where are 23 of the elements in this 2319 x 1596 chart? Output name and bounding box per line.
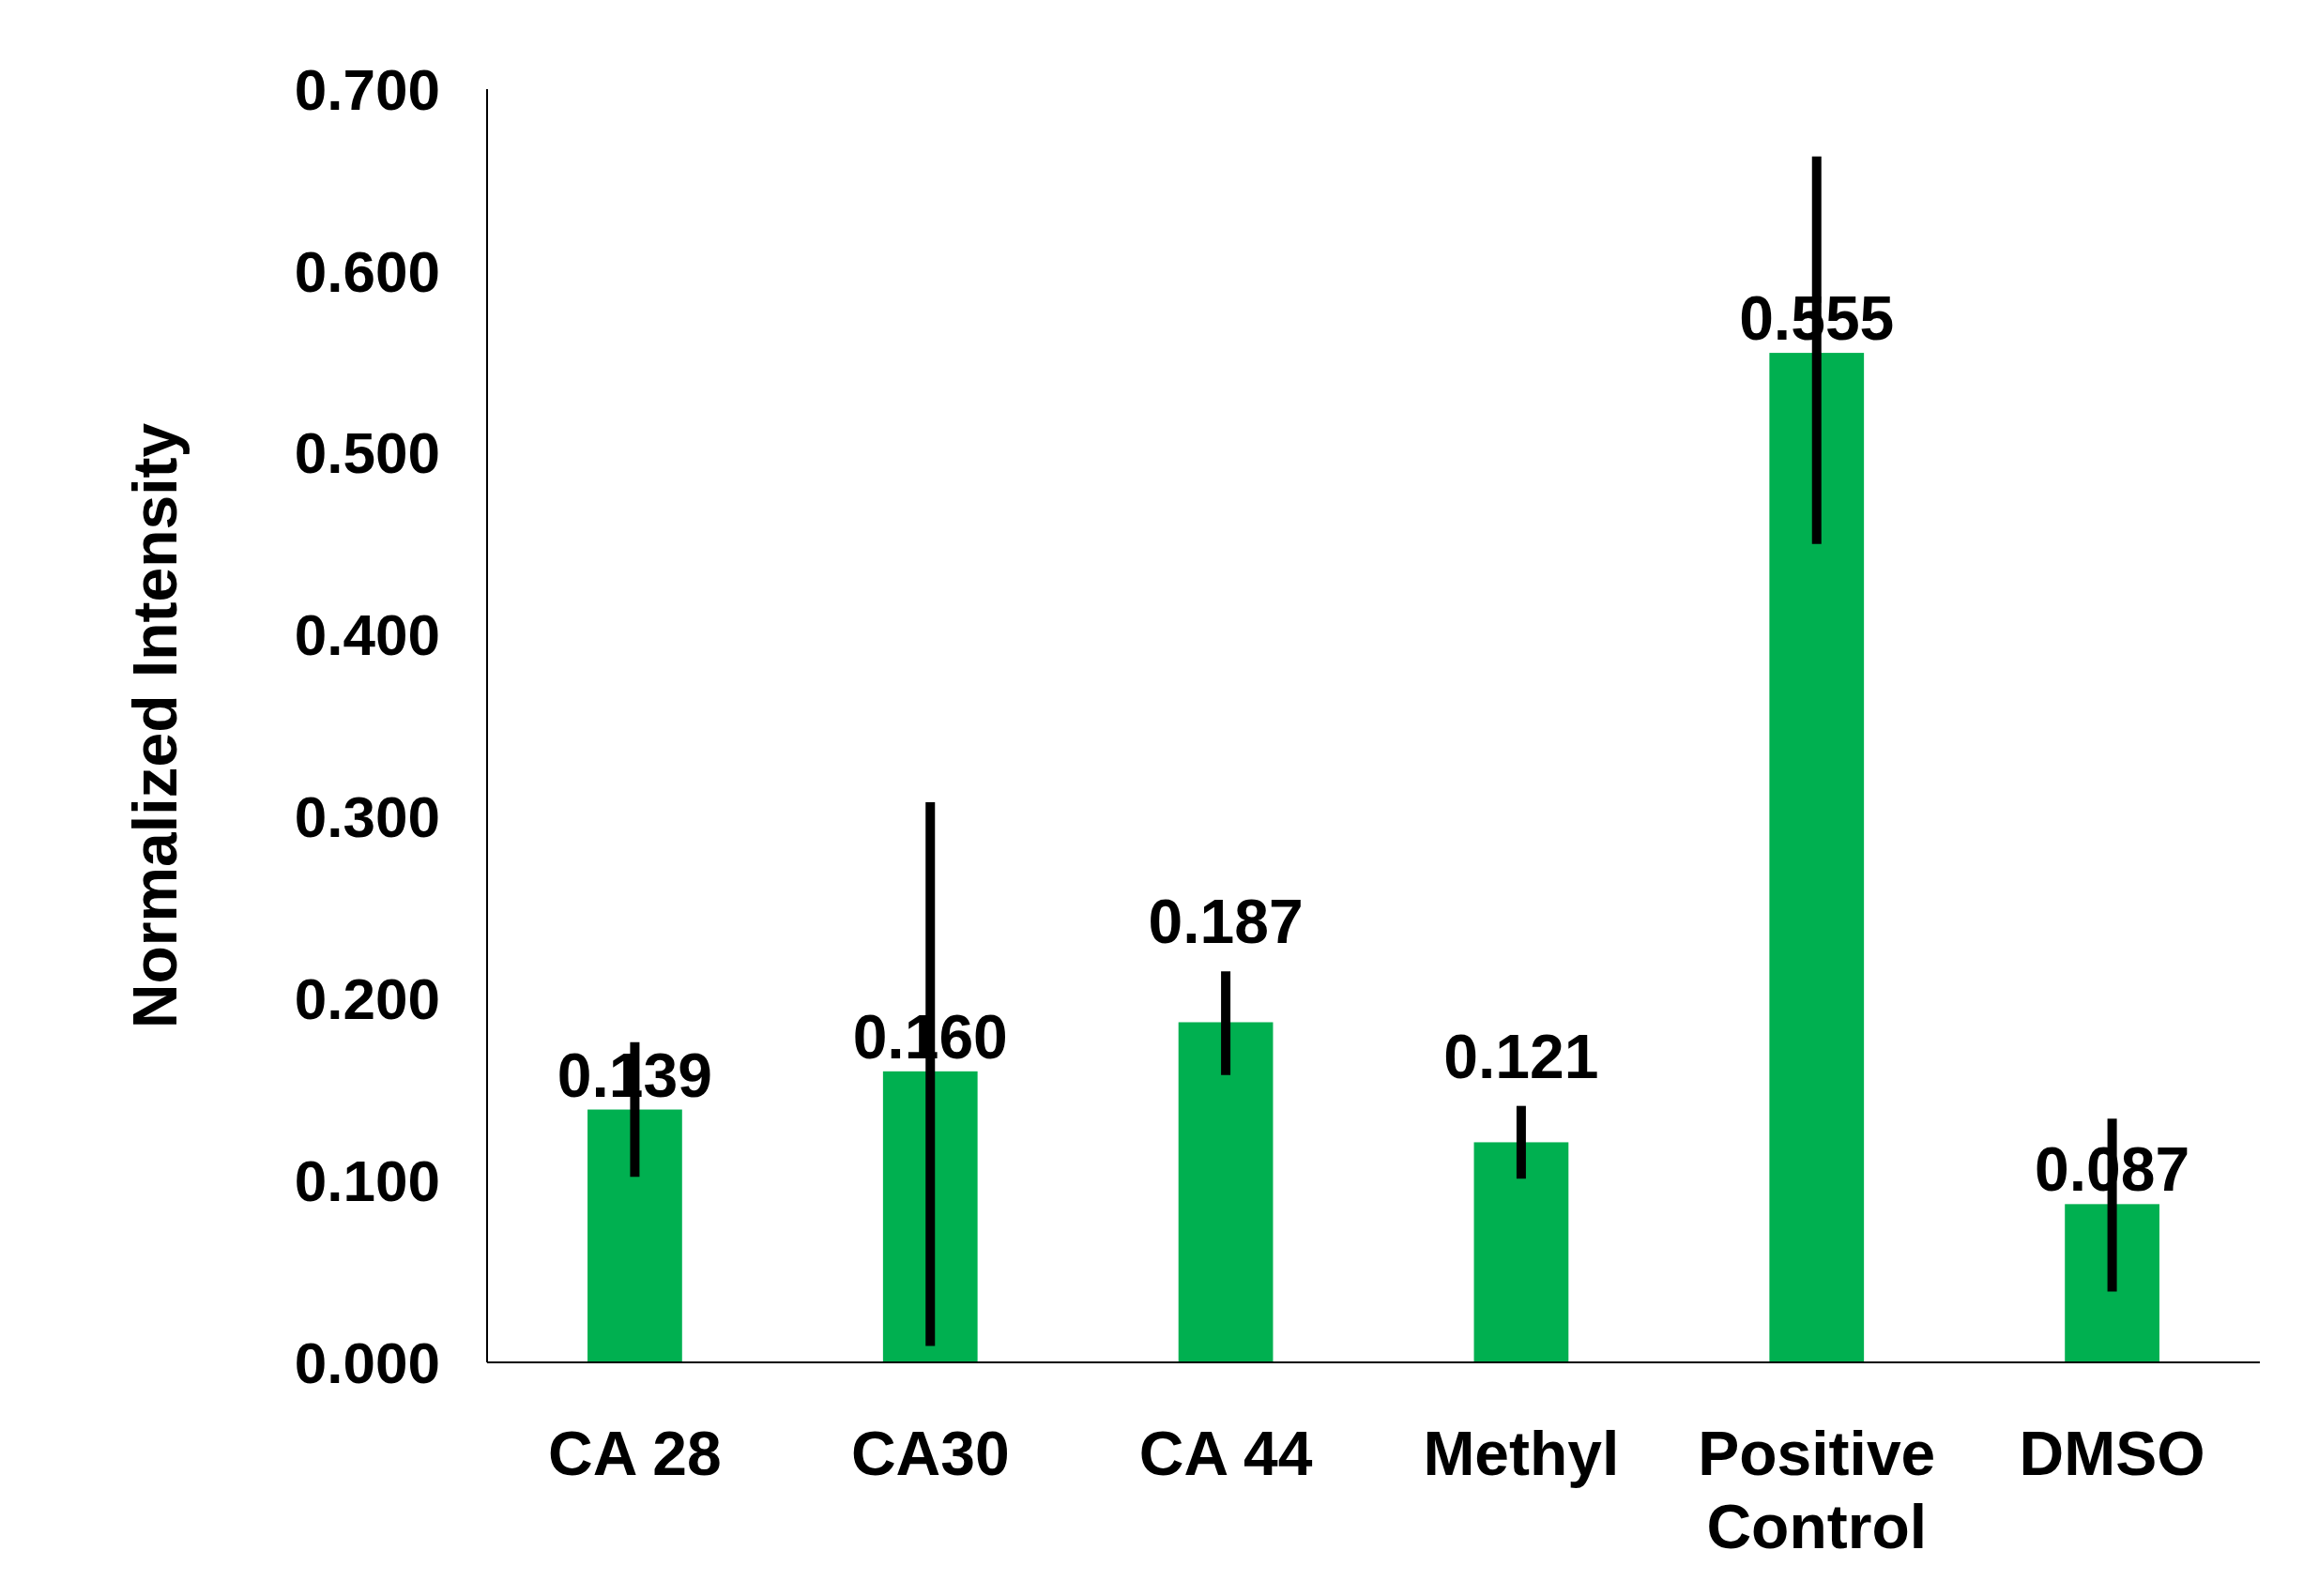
bar: [1178, 1022, 1274, 1362]
y-tick-label: 0.400: [294, 602, 440, 668]
y-tick-label: 0.200: [294, 965, 440, 1031]
bar: [1769, 353, 1865, 1362]
x-tick-label: CA 28: [548, 1419, 722, 1488]
bar: [882, 1071, 978, 1362]
y-tick-label: 0.500: [294, 420, 440, 486]
x-tick-label: CA 44: [1138, 1419, 1313, 1488]
bar: [2065, 1204, 2159, 1362]
y-tick-label: 0.100: [294, 1148, 440, 1213]
y-tick-label: 0.600: [294, 238, 440, 304]
bar: [587, 1109, 682, 1362]
y-axis-title: Normalized Intensity: [120, 422, 190, 1029]
y-tick-label: 0.000: [294, 1330, 440, 1395]
x-tick-label: Positive Control: [1698, 1419, 1936, 1561]
data-label: 0.121: [1443, 1021, 1599, 1091]
x-tick-label: CA30: [850, 1419, 1010, 1488]
bar: [1473, 1142, 1569, 1362]
y-tick-label: 0.300: [294, 784, 440, 850]
data-label: 0.187: [1148, 887, 1304, 957]
x-tick-label: DMSO: [2019, 1419, 2205, 1488]
x-tick-label: Methyl: [1423, 1419, 1620, 1488]
y-tick-label: 0.700: [294, 56, 440, 122]
